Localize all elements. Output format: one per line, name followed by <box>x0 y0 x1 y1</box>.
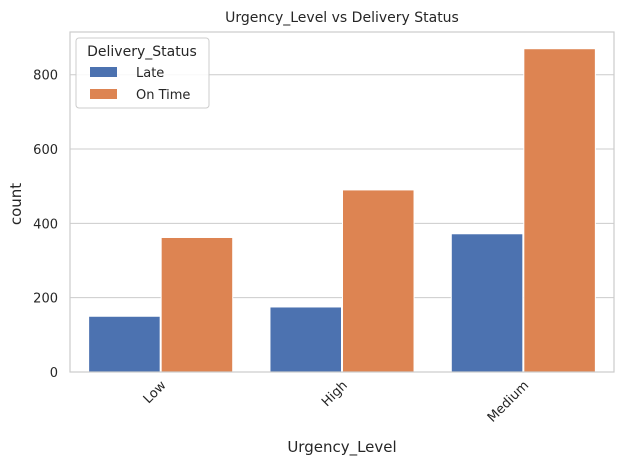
legend: Delivery_Status Late On Time <box>75 37 210 109</box>
legend-label-on-time: On Time <box>136 88 190 103</box>
bars <box>88 48 596 373</box>
y-tick-label: 0 <box>50 366 58 381</box>
bar-late-low <box>88 315 161 373</box>
y-tick-label: 800 <box>33 69 58 84</box>
y-tick-label: 400 <box>33 217 58 232</box>
y-tick-label: 200 <box>33 292 58 307</box>
bar-late-medium <box>450 233 524 373</box>
y-axis-label: count <box>7 183 25 225</box>
chart-title: Urgency_Level vs Delivery Status <box>225 10 459 26</box>
legend-label-late: Late <box>136 66 164 81</box>
y-tick-labels: 0 200 400 600 800 <box>33 69 58 381</box>
bar-on-time-high <box>342 189 415 373</box>
plot-frame <box>69 31 615 373</box>
legend-swatch-on-time <box>90 89 117 99</box>
bar-on-time-low <box>160 236 234 373</box>
legend-title: Delivery_Status <box>87 44 197 60</box>
x-axis-label: Urgency_Level <box>287 438 396 457</box>
legend-swatch-late <box>90 67 117 77</box>
bar-on-time-medium <box>523 48 596 373</box>
bar-late-high <box>269 306 343 373</box>
y-tick-label: 600 <box>33 143 58 158</box>
